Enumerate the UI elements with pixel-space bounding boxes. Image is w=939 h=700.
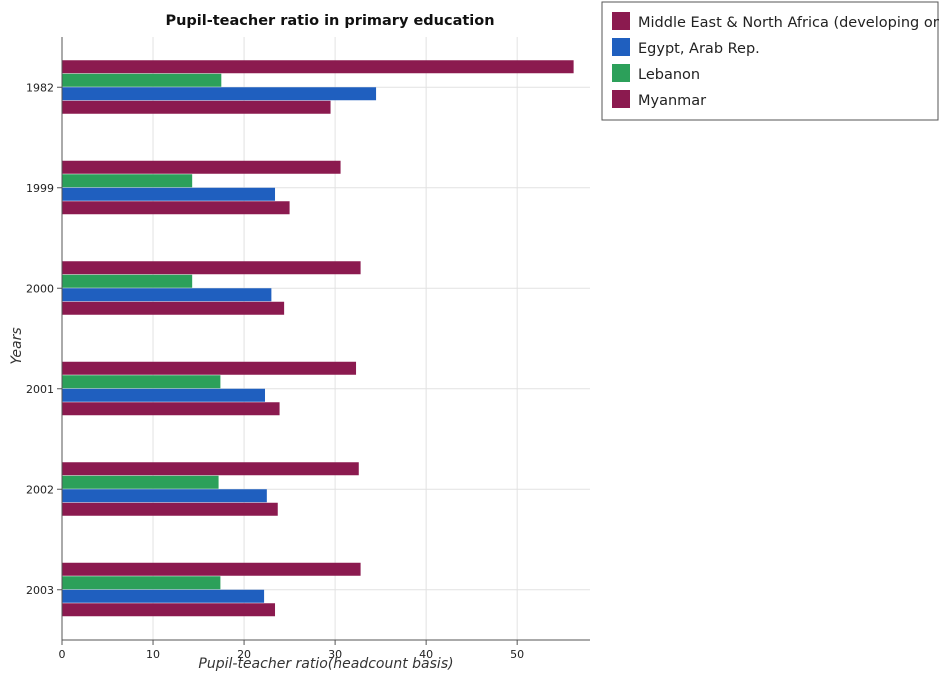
bar <box>62 201 290 215</box>
x-tick-label: 30 <box>328 648 342 661</box>
axes: 0 10 20 30 40 50 1982 1999 2000 2001 2002 2003 <box>26 37 590 661</box>
y-axis-title: Years <box>9 327 25 364</box>
legend-swatch <box>612 64 630 82</box>
bar <box>62 73 222 87</box>
x-tick-label: 0 <box>59 648 66 661</box>
bar <box>62 589 265 603</box>
bar <box>62 174 193 188</box>
x-tick-label: 10 <box>146 648 160 661</box>
bar <box>62 288 272 302</box>
bar <box>62 603 276 617</box>
bar <box>62 187 276 201</box>
bar <box>62 100 331 114</box>
bar <box>62 489 267 503</box>
x-axis-title: Pupil-teacher ratio(headcount basis) <box>198 656 453 672</box>
bar <box>62 388 266 402</box>
y-tick-label: 1999 <box>26 182 54 195</box>
x-tick-label: 40 <box>419 648 433 661</box>
legend-label: Lebanon <box>638 67 700 83</box>
x-tick-label: 20 <box>237 648 251 661</box>
bar <box>62 160 341 174</box>
x-tick-label: 50 <box>510 648 524 661</box>
y-tick-label: 2000 <box>26 282 54 295</box>
legend-label: Middle East & North Africa (developing o… <box>638 15 939 31</box>
bar <box>62 502 278 516</box>
y-tick-label: 2003 <box>26 584 54 597</box>
y-tick-label: 2001 <box>26 383 54 396</box>
legend: Middle East & North Africa (developing o… <box>601 1 939 121</box>
legend-swatch <box>612 90 630 108</box>
legend-box <box>601 1 939 121</box>
chart-title: Pupil-teacher ratio in primary education <box>165 13 494 29</box>
legend-label: Myanmar <box>638 93 706 109</box>
y-tick-label: 2002 <box>26 483 54 496</box>
legend-swatch <box>612 38 630 56</box>
bars <box>62 60 574 617</box>
legend-swatch <box>612 12 630 30</box>
legend-label: Egypt, Arab Rep. <box>638 41 760 57</box>
bar <box>62 462 359 476</box>
bar <box>62 60 574 74</box>
bar <box>62 475 219 489</box>
bar <box>62 274 193 288</box>
bar <box>62 576 221 590</box>
bar <box>62 375 221 389</box>
bar <box>62 301 285 315</box>
bar <box>62 562 361 576</box>
bar <box>62 87 377 101</box>
bar <box>62 361 357 375</box>
bar <box>62 402 280 416</box>
bar <box>62 261 361 275</box>
grid <box>61 37 590 640</box>
y-tick-label: 1982 <box>26 81 54 94</box>
